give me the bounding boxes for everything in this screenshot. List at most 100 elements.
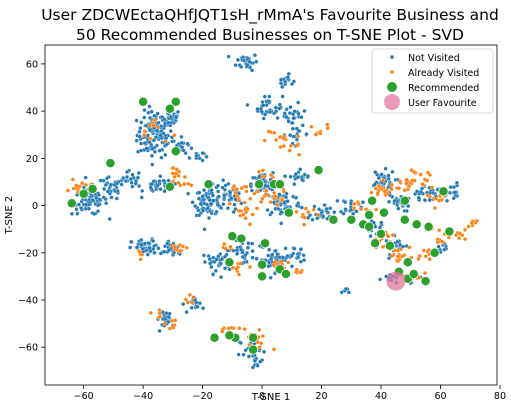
already-visited-point <box>173 318 178 323</box>
not-visited-point <box>201 306 206 311</box>
not-visited-point <box>255 363 260 368</box>
already-visited-point <box>358 207 363 212</box>
already-visited-point <box>279 197 285 203</box>
not-visited-point <box>273 248 278 253</box>
not-visited-point <box>96 192 101 198</box>
not-visited-point <box>255 106 260 112</box>
already-visited-point <box>303 206 308 211</box>
recommended-point <box>257 259 268 270</box>
not-visited-point <box>284 115 289 120</box>
already-visited-point <box>163 139 168 144</box>
not-visited-point <box>134 138 139 143</box>
not-visited-point <box>113 189 118 194</box>
already-visited-point <box>313 132 318 137</box>
not-visited-point <box>157 328 162 333</box>
already-visited-point <box>220 329 225 334</box>
not-visited-point <box>322 202 327 208</box>
not-visited-point <box>161 178 166 183</box>
not-visited-point <box>211 255 216 260</box>
not-visited-point <box>147 128 152 133</box>
not-visited-point <box>280 94 285 99</box>
not-visited-point <box>211 198 216 203</box>
already-visited-point <box>457 231 462 236</box>
not-visited-point <box>218 205 224 211</box>
not-visited-point <box>223 254 228 259</box>
not-visited-point <box>341 211 346 216</box>
already-visited-point <box>137 250 142 255</box>
already-visited-point <box>432 205 437 211</box>
already-visited-point <box>142 129 147 134</box>
not-visited-point <box>277 192 282 197</box>
already-visited-point <box>260 334 265 339</box>
not-visited-point <box>129 239 134 244</box>
not-visited-point <box>147 104 152 109</box>
not-visited-point <box>252 358 258 363</box>
recommended-point <box>438 186 449 197</box>
already-visited-point <box>231 184 237 189</box>
not-visited-point <box>168 115 174 120</box>
recommended-point <box>411 219 422 230</box>
series-recommended <box>66 96 455 355</box>
already-visited-point <box>351 206 357 211</box>
not-visited-point <box>452 190 458 195</box>
legend-marker-recommended <box>387 82 397 92</box>
not-visited-point <box>239 64 244 69</box>
not-visited-point <box>422 198 428 203</box>
not-visited-point <box>275 252 280 257</box>
not-visited-point <box>300 177 305 182</box>
not-visited-point <box>200 158 205 163</box>
not-visited-point <box>104 176 110 181</box>
already-visited-point <box>397 186 402 191</box>
not-visited-point <box>269 210 274 215</box>
not-visited-point <box>386 176 391 181</box>
not-visited-point <box>139 237 144 242</box>
already-visited-point <box>409 168 414 173</box>
not-visited-point <box>159 155 164 160</box>
not-visited-point <box>107 216 112 222</box>
recommended-point <box>364 210 375 220</box>
recommended-point <box>66 198 77 209</box>
not-visited-point <box>261 116 266 121</box>
already-visited-point <box>70 177 75 182</box>
not-visited-point <box>221 178 226 183</box>
not-visited-point <box>304 132 309 137</box>
not-visited-point <box>164 135 169 141</box>
not-visited-point <box>249 68 255 73</box>
not-visited-point <box>186 191 191 196</box>
not-visited-point <box>216 254 221 259</box>
not-visited-point <box>170 139 175 144</box>
already-visited-point <box>386 234 391 239</box>
x-tick-label: −20 <box>193 391 213 402</box>
not-visited-point <box>184 310 189 315</box>
not-visited-point <box>134 118 139 123</box>
not-visited-point <box>154 143 160 148</box>
y-axis-label: T-SNE 2 <box>4 196 15 236</box>
not-visited-point <box>206 215 212 221</box>
not-visited-point <box>258 359 263 364</box>
not-visited-point <box>166 248 171 253</box>
not-visited-point <box>360 200 365 205</box>
legend: Not Visited Already Visited Recommended … <box>371 48 494 114</box>
already-visited-point <box>184 245 189 250</box>
not-visited-point <box>181 302 186 307</box>
not-visited-point <box>119 182 124 187</box>
not-visited-point <box>376 175 381 181</box>
not-visited-point <box>207 198 212 203</box>
not-visited-point <box>142 241 148 246</box>
y-tick-label: 60 <box>26 59 38 70</box>
not-visited-point <box>162 249 167 254</box>
not-visited-point <box>95 209 101 214</box>
not-visited-point <box>123 178 128 184</box>
not-visited-point <box>390 169 395 174</box>
not-visited-point <box>283 195 289 200</box>
not-visited-point <box>74 207 79 212</box>
already-visited-point <box>176 173 181 178</box>
already-visited-point <box>147 123 152 128</box>
not-visited-point <box>288 174 293 179</box>
x-tick-label: −60 <box>74 391 94 402</box>
not-visited-point <box>155 128 160 133</box>
not-visited-point <box>145 252 150 257</box>
already-visited-point <box>182 174 187 180</box>
not-visited-point <box>245 102 250 108</box>
not-visited-point <box>156 120 161 125</box>
